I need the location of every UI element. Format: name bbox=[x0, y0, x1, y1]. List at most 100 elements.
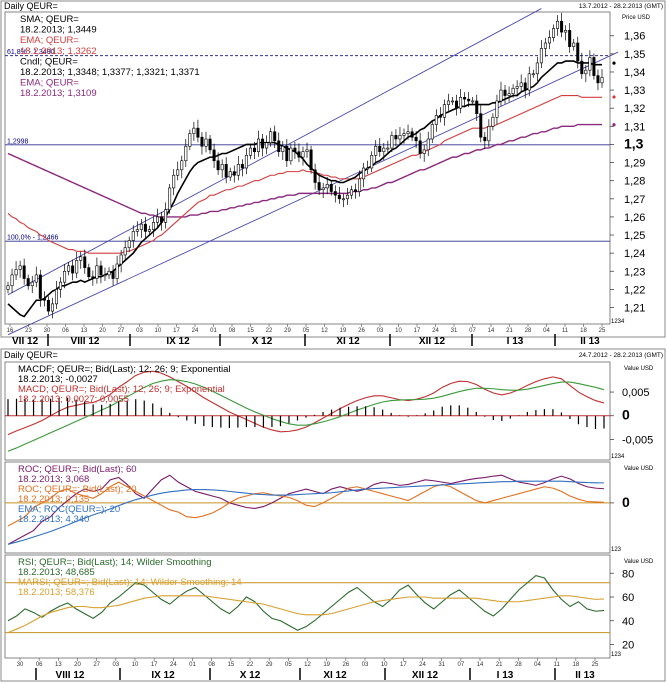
candle-body bbox=[564, 30, 568, 33]
price-x-day-label: 01 bbox=[210, 328, 217, 334]
macd-panel-legend-entry: 18.2.2013; 0,0027; 0,0055 bbox=[18, 394, 129, 405]
price-y-tick-label: 1,27 bbox=[624, 194, 645, 206]
candle-body bbox=[390, 135, 394, 149]
indicator-x-day-label: 27 bbox=[93, 662, 100, 668]
price-candles bbox=[6, 12, 604, 319]
candle-body bbox=[257, 138, 261, 152]
indicator-x-day-label: 04 bbox=[534, 662, 541, 668]
price-last-value-marker bbox=[612, 123, 616, 127]
candle-body bbox=[596, 75, 600, 84]
candle-body bbox=[147, 229, 151, 232]
indicator-x-day-label: 20 bbox=[74, 662, 81, 668]
candle-body bbox=[349, 189, 353, 196]
candle-body bbox=[119, 254, 123, 265]
candle-body bbox=[127, 240, 131, 249]
indicator-x-day-label: 01 bbox=[189, 662, 196, 668]
roc-panel-legend-entry: EMA; ROC(QEUR=); 20 bbox=[18, 504, 120, 515]
candle-body bbox=[580, 60, 584, 75]
price-x-day-label: 16 bbox=[7, 328, 14, 334]
price-x-day-label: 06 bbox=[62, 328, 69, 334]
indicator-x-month-label: VIII 12 bbox=[56, 670, 85, 681]
candle-body bbox=[394, 135, 398, 140]
price-x-day-label: 12 bbox=[321, 328, 328, 334]
price-axis-corner-label: 1234 bbox=[611, 319, 625, 325]
indicator-x-day-label: 10 bbox=[381, 662, 388, 668]
indicator-x-day-label: 10 bbox=[132, 662, 139, 668]
candle-body bbox=[135, 229, 139, 232]
candle-body bbox=[398, 135, 402, 140]
roc-panel-legend-entry: 18.2.2013; 4,340 bbox=[18, 514, 89, 525]
price-y-tick-label: 1,24 bbox=[624, 248, 645, 260]
candle-body bbox=[523, 82, 527, 91]
candle-body bbox=[515, 86, 519, 89]
candle-body bbox=[75, 260, 79, 274]
indicator-x-day-label: 19 bbox=[323, 662, 330, 668]
candle-body bbox=[511, 87, 515, 95]
indicator-x-day-label: 24 bbox=[419, 662, 426, 668]
indicator-panel-frame bbox=[0, 348, 666, 682]
series-line-rsi bbox=[7, 575, 605, 631]
series-line-marsi bbox=[7, 595, 605, 634]
rsi-panel-legend-entry: RSI; QEUR=; Bid(Last); 14; Wilder Smooth… bbox=[18, 557, 212, 568]
indicator-x-day-label: 17 bbox=[400, 662, 407, 668]
macd-panel-y-tick-label: -0,005 bbox=[622, 434, 653, 446]
candle-body bbox=[289, 147, 293, 162]
candle-body bbox=[228, 171, 232, 178]
price-y-tick-label: 1,36 bbox=[624, 31, 645, 43]
candle-body bbox=[560, 20, 564, 33]
indicator-x-day-label: 17 bbox=[151, 662, 158, 668]
macd-panel-y-tick-label: 0,005 bbox=[622, 387, 650, 399]
roc-panel-axis-corner-label: 123 bbox=[611, 547, 622, 553]
indicator-x-day-label: 29 bbox=[266, 662, 273, 668]
macd-panel-y-tick-label: 0 bbox=[622, 407, 630, 423]
roc-panel-legend-entry: ROC; QEUR=; Bid(Last); 20 bbox=[18, 484, 137, 495]
candle-body bbox=[519, 82, 523, 87]
indicator-x-month-label: XI 12 bbox=[323, 670, 347, 681]
candle-body bbox=[402, 133, 406, 136]
candle-body bbox=[63, 270, 67, 283]
indicator-x-day-label: 11 bbox=[554, 662, 561, 668]
candle-body bbox=[42, 298, 46, 301]
candle-body bbox=[467, 98, 471, 102]
indicator-x-day-label: 18 bbox=[572, 662, 579, 668]
candle-body bbox=[535, 62, 539, 75]
indicator-x-month-label: X 12 bbox=[240, 670, 261, 681]
candle-body bbox=[479, 113, 483, 138]
candle-body bbox=[123, 247, 127, 256]
candle-body bbox=[248, 147, 252, 156]
series-line-macd bbox=[7, 370, 605, 436]
indicator-x-month-label: XII 12 bbox=[412, 670, 439, 681]
indicator-x-day-label: 21 bbox=[496, 662, 503, 668]
candle-body bbox=[374, 145, 378, 156]
candle-body bbox=[434, 115, 438, 125]
candle-body bbox=[297, 151, 301, 158]
roc-panel-y-tick-label: 0 bbox=[622, 494, 630, 510]
candle-body bbox=[588, 57, 592, 71]
price-last-value-marker bbox=[612, 95, 616, 99]
macd-panel-plot-area bbox=[4, 361, 611, 461]
candle-body bbox=[547, 37, 551, 44]
indicator-x-day-label: 05 bbox=[285, 662, 292, 668]
candle-body bbox=[273, 131, 277, 142]
candle-body bbox=[491, 116, 495, 127]
price-x-day-label: 17 bbox=[173, 328, 180, 334]
candle-body bbox=[184, 145, 188, 162]
candle-body bbox=[317, 182, 321, 191]
candle-body bbox=[459, 97, 463, 109]
price-level-label: 1,2998 bbox=[7, 138, 29, 145]
candle-body bbox=[309, 149, 313, 171]
candle-body bbox=[34, 274, 38, 283]
price-y-tick-label: 1,23 bbox=[624, 266, 645, 278]
price-y-tick-label: 1,3 bbox=[624, 135, 644, 151]
indicator-x-day-label: 06 bbox=[36, 662, 43, 668]
price-x-day-label: 28 bbox=[525, 328, 532, 334]
rsi-panel-y-tick-label: 40 bbox=[622, 616, 634, 628]
candle-body bbox=[293, 147, 297, 152]
candle-body bbox=[236, 164, 240, 176]
price-x-day-label: 03 bbox=[377, 328, 384, 334]
price-level-label: 61,8% - 1,3490 bbox=[7, 49, 55, 56]
indicator-x-day-label: 12 bbox=[304, 662, 311, 668]
series-line-roc-20 bbox=[7, 481, 605, 527]
candle-body bbox=[139, 223, 143, 230]
candle-body bbox=[313, 169, 317, 183]
